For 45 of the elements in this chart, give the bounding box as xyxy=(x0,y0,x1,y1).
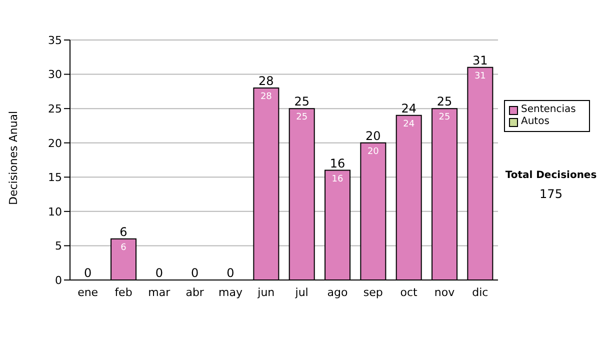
x-tick-label: sep xyxy=(363,286,383,299)
data-label: 6 xyxy=(120,242,127,253)
x-tick-label: oct xyxy=(400,286,418,299)
total-label: 0 xyxy=(155,266,163,280)
x-tick-label: abr xyxy=(186,286,204,299)
y-tick-label: 0 xyxy=(55,274,62,287)
total-label: 20 xyxy=(366,128,381,143)
data-label: 25 xyxy=(438,112,450,123)
x-tick-label: ago xyxy=(327,286,348,299)
data-label: 31 xyxy=(474,71,486,82)
y-tick-label: 35 xyxy=(48,34,62,47)
data-label: 28 xyxy=(260,92,272,102)
data-label: 25 xyxy=(296,112,308,123)
x-tick-label: jun xyxy=(256,286,275,299)
data-label: 24 xyxy=(403,119,415,130)
y-tick-label: 10 xyxy=(48,205,62,218)
total-label: 28 xyxy=(258,74,274,88)
y-tick-label: 15 xyxy=(48,171,62,184)
legend-label: Sentencias xyxy=(521,104,576,116)
text: 175 xyxy=(538,187,564,201)
total-label: 0 xyxy=(84,266,92,280)
total-label: 0 xyxy=(191,266,199,280)
data-label: 20 xyxy=(367,146,380,157)
y-axis-title: Decisiones Anual xyxy=(6,110,20,205)
total-label: 6 xyxy=(120,224,128,239)
y-tick-label: 30 xyxy=(48,68,62,82)
y-tick-label: 20 xyxy=(48,136,62,150)
total-label: 0 xyxy=(226,266,234,280)
x-tick-label: feb xyxy=(114,286,132,299)
x-tick-label: nov xyxy=(434,286,456,299)
x-tick-label: mar xyxy=(148,286,171,299)
total-label: 25 xyxy=(294,94,310,109)
total-label: 25 xyxy=(436,94,452,109)
x-tick-label: may xyxy=(218,286,243,299)
y-tick-label: 5 xyxy=(55,240,62,253)
x-tick-label: ene xyxy=(78,286,98,299)
total-label: 16 xyxy=(330,156,346,170)
total-label: 24 xyxy=(401,101,416,116)
total-label: 31 xyxy=(472,53,488,68)
legend-label: Autos xyxy=(521,116,550,128)
text: Total Decisiones xyxy=(504,170,598,181)
x-tick-label: dic xyxy=(472,286,488,299)
data-label: 16 xyxy=(332,174,344,184)
x-tick-label: jul xyxy=(294,286,308,299)
y-tick-label: 25 xyxy=(48,102,62,116)
